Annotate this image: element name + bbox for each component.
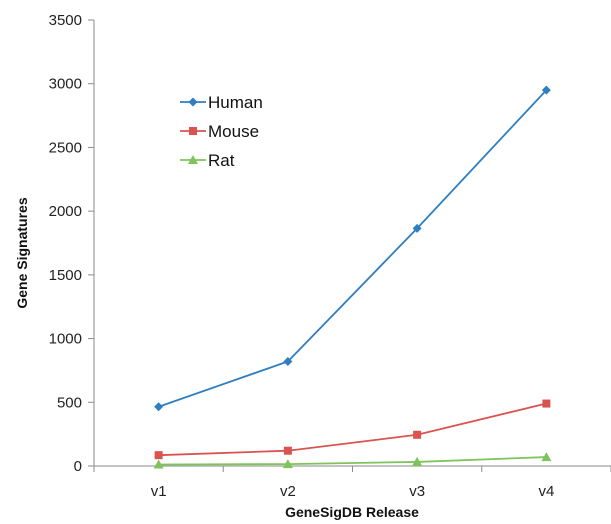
x-tick-label: v1 xyxy=(151,483,167,500)
y-tick-label: 2500 xyxy=(49,139,82,156)
legend: Human Mouse Rat xyxy=(180,93,263,170)
x-axis-title: GeneSigDB Release xyxy=(285,504,419,520)
data-point-mouse xyxy=(154,451,163,460)
series-line-mouse xyxy=(158,402,547,457)
legend-marker-mouse xyxy=(189,127,197,135)
y-tick-label: 0 xyxy=(74,458,82,475)
y-tick-label: 2000 xyxy=(49,203,82,220)
series-line-rat xyxy=(158,456,547,466)
data-point-rat xyxy=(412,456,423,466)
legend-label-human: Human xyxy=(208,93,263,112)
y-tick-label: 1000 xyxy=(49,331,82,348)
data-point-human xyxy=(412,223,422,233)
data-point-human xyxy=(541,85,551,95)
data-point-rat xyxy=(153,459,164,469)
y-axis-title: Gene Signatures xyxy=(14,197,30,308)
data-point-mouse xyxy=(283,446,292,455)
data-point-human xyxy=(283,357,293,367)
data-point-mouse xyxy=(542,399,551,408)
x-tick-label: v3 xyxy=(409,483,425,500)
data-point-mouse xyxy=(413,430,422,439)
series-group xyxy=(153,85,552,469)
data-point-rat xyxy=(541,452,552,462)
legend-label-rat: Rat xyxy=(208,151,235,170)
y-tick-label: 3500 xyxy=(49,12,82,29)
legend-marker-rat xyxy=(188,155,198,164)
data-point-human xyxy=(154,402,164,412)
y-tick-label: 500 xyxy=(57,394,82,411)
y-tick-label: 1500 xyxy=(49,267,82,284)
series-line-human xyxy=(158,89,548,408)
legend-label-mouse: Mouse xyxy=(208,122,259,141)
x-tick-label: v4 xyxy=(538,483,554,500)
axes: 0 500 1000 1500 2000 2500 3000 3500 v1 v2 v3 v4 xyxy=(49,12,611,500)
legend-marker-human xyxy=(188,97,198,107)
data-point-rat xyxy=(282,459,293,469)
x-tick-label: v2 xyxy=(280,483,296,500)
y-tick-label: 3000 xyxy=(49,76,82,93)
